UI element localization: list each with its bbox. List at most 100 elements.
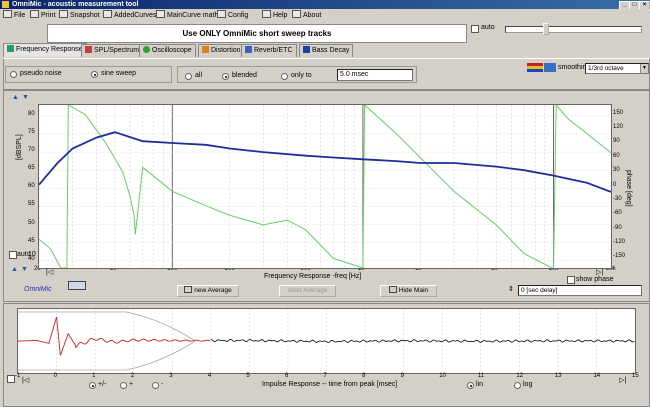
impulse-right-marker-icon[interactable]: ▷| <box>619 377 627 384</box>
phase-tick-label: -150 <box>613 253 626 260</box>
impulse-left-marker-icon[interactable]: |◁ <box>22 377 30 384</box>
y-tick-label: 60 <box>28 183 35 190</box>
gear-icon <box>217 10 226 18</box>
window-blended-label: blended <box>232 72 257 79</box>
frequency-response-chart[interactable] <box>38 104 612 269</box>
reverb-icon <box>245 46 252 53</box>
tab-spl-spectrum[interactable]: SPL/Spectrum <box>81 44 144 57</box>
pseudo-noise-label: pseudo noise <box>20 70 62 77</box>
delay-input[interactable]: 0 [sec delay] <box>518 285 642 296</box>
impulse-x-tick-label: 11 <box>477 373 484 379</box>
level-slider-thumb[interactable] <box>543 23 549 35</box>
impulse-x-tick-label: 8 <box>362 373 366 379</box>
phase-tick-label: 60 <box>613 152 620 159</box>
banner-message: Use ONLY OmniMic short sweep tracks <box>47 24 467 43</box>
x-axis-title: Frequency Response -freq [Hz] <box>264 273 362 280</box>
y-tick-label: 50 <box>28 219 35 226</box>
menu-file[interactable]: File <box>3 10 25 19</box>
show-phase-label: show phase <box>576 276 614 283</box>
menu-config[interactable]: Config <box>217 10 248 19</box>
polarity-plus-label: + <box>129 381 134 388</box>
polarity-minus-radio[interactable] <box>152 382 159 389</box>
x-right-marker-icon[interactable]: ▷| <box>596 269 604 276</box>
scroll-down-icon[interactable]: ▼ <box>21 266 28 273</box>
auto-scale-checkbox[interactable] <box>9 251 17 259</box>
tab-distortion[interactable]: Distortion <box>198 44 245 57</box>
display-icon[interactable] <box>544 63 556 72</box>
y-tick-label: 65 <box>28 165 35 172</box>
delay-spinner-icon[interactable]: ⇕ <box>508 286 514 293</box>
pseudo-noise-radio[interactable] <box>10 71 17 78</box>
window-only-to-label: only to <box>291 72 312 79</box>
camera-icon <box>59 10 68 18</box>
hide-icon <box>388 286 397 293</box>
x-left-marker-icon[interactable]: |◁ <box>46 269 54 276</box>
smoothing-select[interactable]: 1/3rd octave ▼ <box>585 63 649 74</box>
impulse-x-tick-label: 7 <box>323 373 327 379</box>
polarity-plus-radio[interactable] <box>120 382 127 389</box>
average-icon <box>184 286 193 293</box>
window-blended-radio[interactable] <box>222 73 229 80</box>
impulse-x-tick-label: 6 <box>284 373 289 379</box>
curves-icon <box>103 10 112 18</box>
tab-oscilloscope[interactable]: Oscilloscope <box>139 44 196 57</box>
y-zoom-down-icon[interactable]: ▼ <box>22 94 29 101</box>
sine-sweep-radio[interactable] <box>91 71 98 78</box>
menu-maincurve-math[interactable]: MainCurve math <box>156 10 218 19</box>
oscilloscope-icon <box>143 46 150 53</box>
level-slider-track[interactable] <box>505 26 642 33</box>
tab-frequency-response[interactable]: Frequency Response <box>3 43 87 57</box>
frequency-icon <box>7 45 14 52</box>
math-icon <box>156 10 165 18</box>
menu-print[interactable]: Print <box>30 10 55 19</box>
x-tick-label: 100 <box>167 266 178 272</box>
menu-about[interactable]: About <box>292 10 321 19</box>
info-icon <box>292 10 301 18</box>
impulse-x-tick-label: 4 <box>207 373 212 379</box>
phase-tick-label: -30 <box>613 195 622 202</box>
scroll-up-icon[interactable]: ▲ <box>11 266 18 273</box>
magnitude-series-line <box>39 131 611 193</box>
phase-tick-label: -60 <box>613 210 622 217</box>
x-tick-label: 10k <box>548 266 559 272</box>
y-zoom-up-icon[interactable]: ▲ <box>12 94 19 101</box>
y-tick-label: 40 <box>28 255 35 262</box>
impulse-x-tick-label: 0 <box>53 373 57 379</box>
menu-snapshot[interactable]: Snapshot <box>59 10 100 19</box>
folder-icon <box>3 10 12 18</box>
window-title: OmniMic - acoustic measurement tool <box>12 1 139 8</box>
phase-tick-label: 30 <box>613 167 620 174</box>
impulse-x-tick-label: 2 <box>130 373 135 379</box>
hide-main-button[interactable]: Hide Main <box>380 285 437 297</box>
impulse-x-tick-label: 9 <box>400 373 404 379</box>
tab-bass-decay[interactable]: Bass Decay <box>299 44 354 57</box>
new-average-button[interactable]: new Average <box>177 285 239 297</box>
impulse-checkbox[interactable] <box>7 375 15 383</box>
phase-tick-label: -90 <box>613 224 622 231</box>
phase-tick-label: 90 <box>613 138 620 145</box>
tab-reverb-etc[interactable]: Reverb/ETC <box>241 44 297 57</box>
auto-checkbox[interactable] <box>471 25 479 33</box>
bass-decay-icon <box>303 46 310 53</box>
impulse-x-tick-label: 1 <box>92 373 96 379</box>
curve-legend-icon[interactable] <box>68 281 86 290</box>
impulse-response-chart[interactable] <box>17 308 636 374</box>
menu-added-curves[interactable]: AddedCurves <box>103 10 156 19</box>
sine-sweep-label: sine sweep <box>101 70 137 77</box>
window-only-to-radio[interactable] <box>281 73 288 80</box>
y-tick-label: 55 <box>28 201 35 208</box>
window-shape-line <box>18 311 196 371</box>
show-phase-checkbox[interactable] <box>567 276 575 284</box>
impulse-x-tick-label: 10 <box>439 373 446 379</box>
impulse-grid <box>18 309 635 373</box>
polarity-both-radio[interactable] <box>89 382 96 389</box>
window-length-input[interactable]: 5.0 msec <box>337 69 413 81</box>
scale-lin-radio[interactable] <box>467 382 474 389</box>
window-all-radio[interactable] <box>185 73 192 80</box>
color-flag-icon[interactable] <box>527 63 543 72</box>
smoothing-label: smoothing <box>558 64 591 71</box>
menu-help[interactable]: Help <box>262 10 287 19</box>
x-tick-label: 5k <box>491 266 498 272</box>
scale-log-radio[interactable] <box>514 382 521 389</box>
chevron-down-icon: ▼ <box>640 64 648 73</box>
